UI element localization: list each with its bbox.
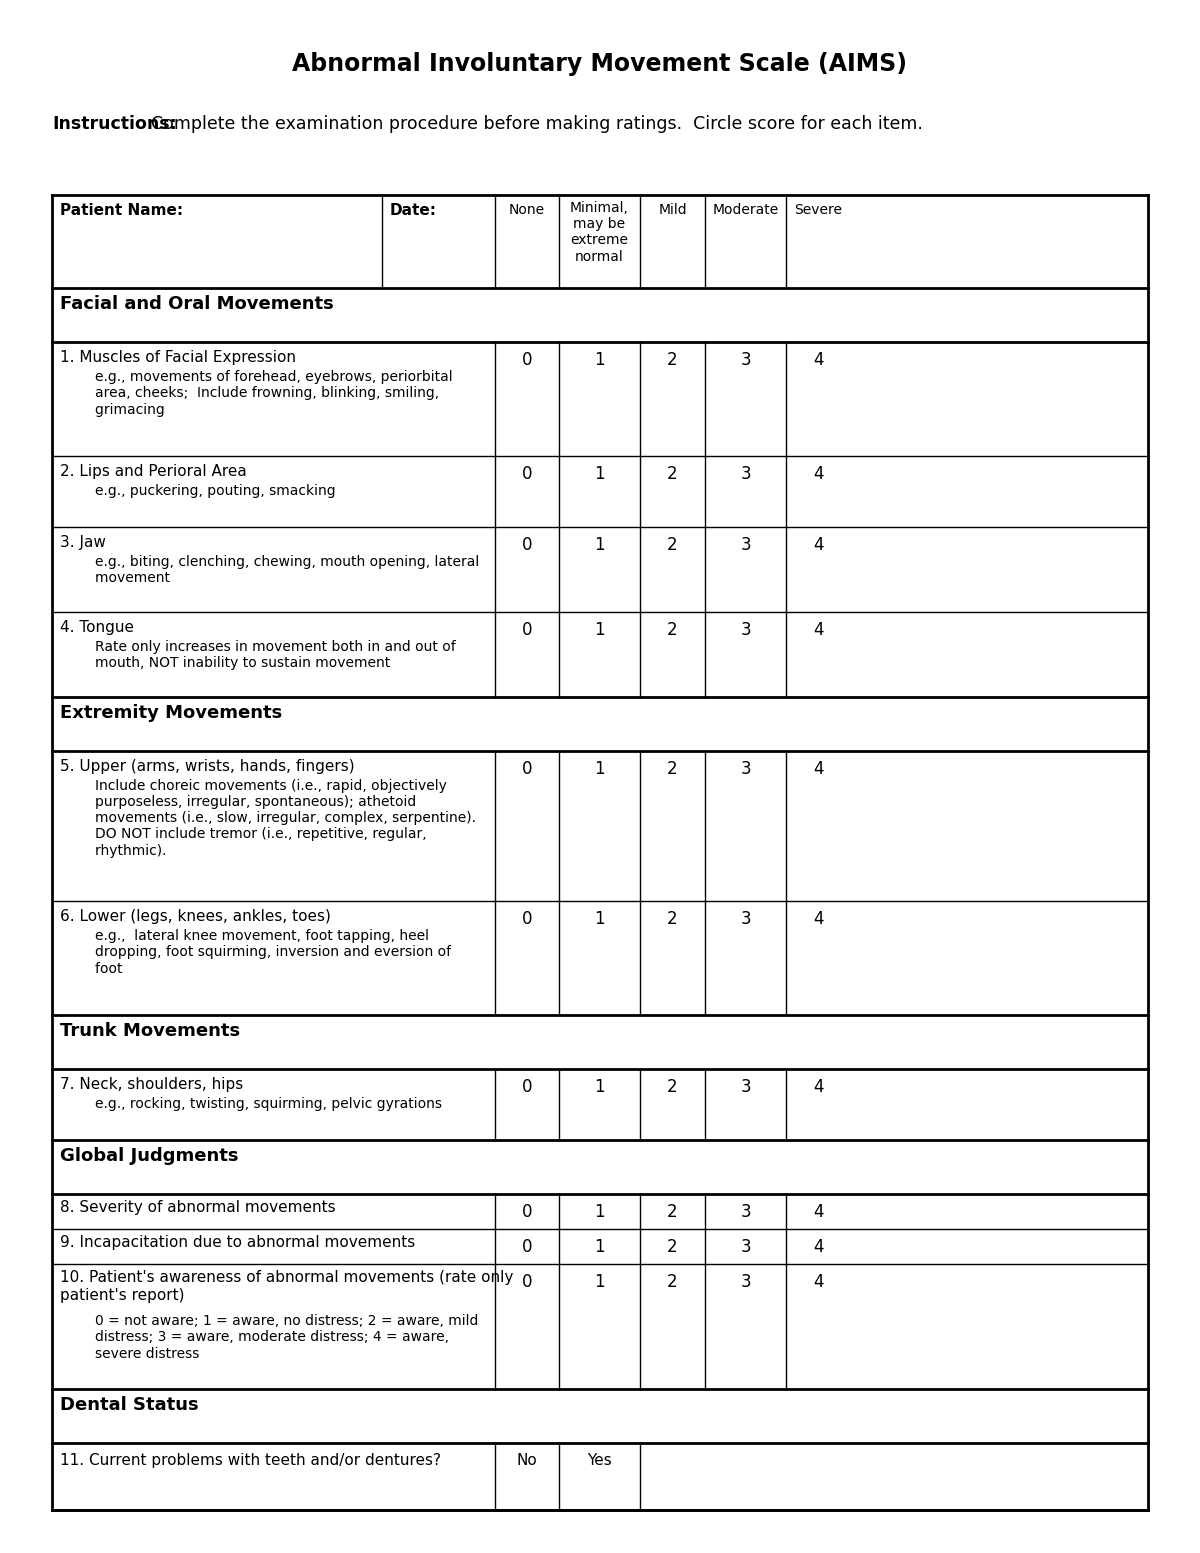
Text: 4: 4 [812, 536, 823, 554]
Text: 0: 0 [522, 1078, 533, 1096]
Text: None: None [509, 203, 545, 217]
Text: 0: 0 [522, 1202, 533, 1221]
Text: 1: 1 [594, 351, 605, 370]
Text: 3: 3 [740, 1238, 751, 1256]
Text: 4: 4 [812, 759, 823, 778]
Text: 3: 3 [740, 536, 751, 554]
Text: 4: 4 [812, 351, 823, 370]
Text: No: No [517, 1452, 538, 1468]
Text: 3: 3 [740, 910, 751, 929]
Text: 3: 3 [740, 621, 751, 638]
Text: 3: 3 [740, 1273, 751, 1291]
Text: 11. Current problems with teeth and/or dentures?: 11. Current problems with teeth and/or d… [60, 1452, 442, 1468]
Text: 0: 0 [522, 621, 533, 638]
Text: 1: 1 [594, 1273, 605, 1291]
Text: 3. Jaw: 3. Jaw [60, 534, 106, 550]
Text: 4: 4 [812, 621, 823, 638]
Text: 9. Incapacitation due to abnormal movements: 9. Incapacitation due to abnormal moveme… [60, 1235, 415, 1250]
Text: Yes: Yes [587, 1452, 612, 1468]
Text: 7. Neck, shoulders, hips: 7. Neck, shoulders, hips [60, 1078, 244, 1092]
Text: 3: 3 [740, 759, 751, 778]
Text: 1: 1 [594, 759, 605, 778]
Text: 3: 3 [740, 1202, 751, 1221]
Text: 2: 2 [667, 351, 678, 370]
Text: 0: 0 [522, 910, 533, 929]
Text: Minimal,
may be
extreme
normal: Minimal, may be extreme normal [570, 200, 629, 264]
Text: Mild: Mild [658, 203, 686, 217]
Text: 2: 2 [667, 536, 678, 554]
Text: 3: 3 [740, 1078, 751, 1096]
Text: Severe: Severe [794, 203, 842, 217]
Text: e.g.,  lateral knee movement, foot tapping, heel
        dropping, foot squirmin: e.g., lateral knee movement, foot tappin… [60, 929, 451, 975]
Text: 0: 0 [522, 536, 533, 554]
Text: Trunk Movements: Trunk Movements [60, 1022, 240, 1041]
Text: 0: 0 [522, 466, 533, 483]
Text: 0: 0 [522, 759, 533, 778]
Text: 1: 1 [594, 621, 605, 638]
Text: 1: 1 [594, 466, 605, 483]
Text: 1. Muscles of Facial Expression: 1. Muscles of Facial Expression [60, 351, 296, 365]
Text: 4. Tongue: 4. Tongue [60, 620, 134, 635]
Text: Instructions:: Instructions: [52, 115, 176, 134]
Text: 2: 2 [667, 910, 678, 929]
Text: 2: 2 [667, 466, 678, 483]
Text: Include choreic movements (i.e., rapid, objectively
        purposeless, irregul: Include choreic movements (i.e., rapid, … [60, 780, 476, 857]
Text: Facial and Oral Movements: Facial and Oral Movements [60, 295, 334, 314]
Text: 1: 1 [594, 536, 605, 554]
Text: e.g., puckering, pouting, smacking: e.g., puckering, pouting, smacking [60, 485, 336, 499]
Text: Patient Name:: Patient Name: [60, 203, 184, 217]
Text: Abnormal Involuntary Movement Scale (AIMS): Abnormal Involuntary Movement Scale (AIM… [293, 51, 907, 76]
Text: 3: 3 [740, 351, 751, 370]
Text: 1: 1 [594, 1202, 605, 1221]
Text: 2: 2 [667, 1078, 678, 1096]
Text: 4: 4 [812, 1273, 823, 1291]
Text: 4: 4 [812, 1238, 823, 1256]
Text: Complete the examination procedure before making ratings.  Circle score for each: Complete the examination procedure befor… [140, 115, 923, 134]
Text: 6. Lower (legs, knees, ankles, toes): 6. Lower (legs, knees, ankles, toes) [60, 909, 331, 924]
Text: e.g., biting, clenching, chewing, mouth opening, lateral
        movement: e.g., biting, clenching, chewing, mouth … [60, 554, 479, 585]
Text: 5. Upper (arms, wrists, hands, fingers): 5. Upper (arms, wrists, hands, fingers) [60, 759, 355, 773]
Text: Dental Status: Dental Status [60, 1396, 199, 1413]
Text: 4: 4 [812, 910, 823, 929]
Text: 2: 2 [667, 621, 678, 638]
Text: 0: 0 [522, 1238, 533, 1256]
Text: 4: 4 [812, 1202, 823, 1221]
Text: 4: 4 [812, 466, 823, 483]
Text: 1: 1 [594, 1238, 605, 1256]
Text: Date:: Date: [390, 203, 437, 217]
Text: Extremity Movements: Extremity Movements [60, 704, 282, 722]
Text: 2: 2 [667, 1273, 678, 1291]
Text: 2: 2 [667, 1202, 678, 1221]
Text: Global Judgments: Global Judgments [60, 1146, 239, 1165]
Text: 0 = not aware; 1 = aware, no distress; 2 = aware, mild
        distress; 3 = awa: 0 = not aware; 1 = aware, no distress; 2… [60, 1314, 479, 1360]
Text: 3: 3 [740, 466, 751, 483]
Text: 0: 0 [522, 1273, 533, 1291]
Text: Moderate: Moderate [713, 203, 779, 217]
Text: 2. Lips and Perioral Area: 2. Lips and Perioral Area [60, 464, 247, 480]
Text: 1: 1 [594, 910, 605, 929]
Text: 0: 0 [522, 351, 533, 370]
Text: Rate only increases in movement both in and out of
        mouth, NOT inability : Rate only increases in movement both in … [60, 640, 456, 669]
Text: 10. Patient's awareness of abnormal movements (rate only
patient's report): 10. Patient's awareness of abnormal move… [60, 1270, 514, 1303]
Text: 2: 2 [667, 1238, 678, 1256]
Text: 8. Severity of abnormal movements: 8. Severity of abnormal movements [60, 1200, 336, 1214]
Text: 2: 2 [667, 759, 678, 778]
Text: e.g., rocking, twisting, squirming, pelvic gyrations: e.g., rocking, twisting, squirming, pelv… [60, 1098, 442, 1112]
Text: e.g., movements of forehead, eyebrows, periorbital
        area, cheeks;  Includ: e.g., movements of forehead, eyebrows, p… [60, 370, 452, 416]
Text: 4: 4 [812, 1078, 823, 1096]
Text: 1: 1 [594, 1078, 605, 1096]
